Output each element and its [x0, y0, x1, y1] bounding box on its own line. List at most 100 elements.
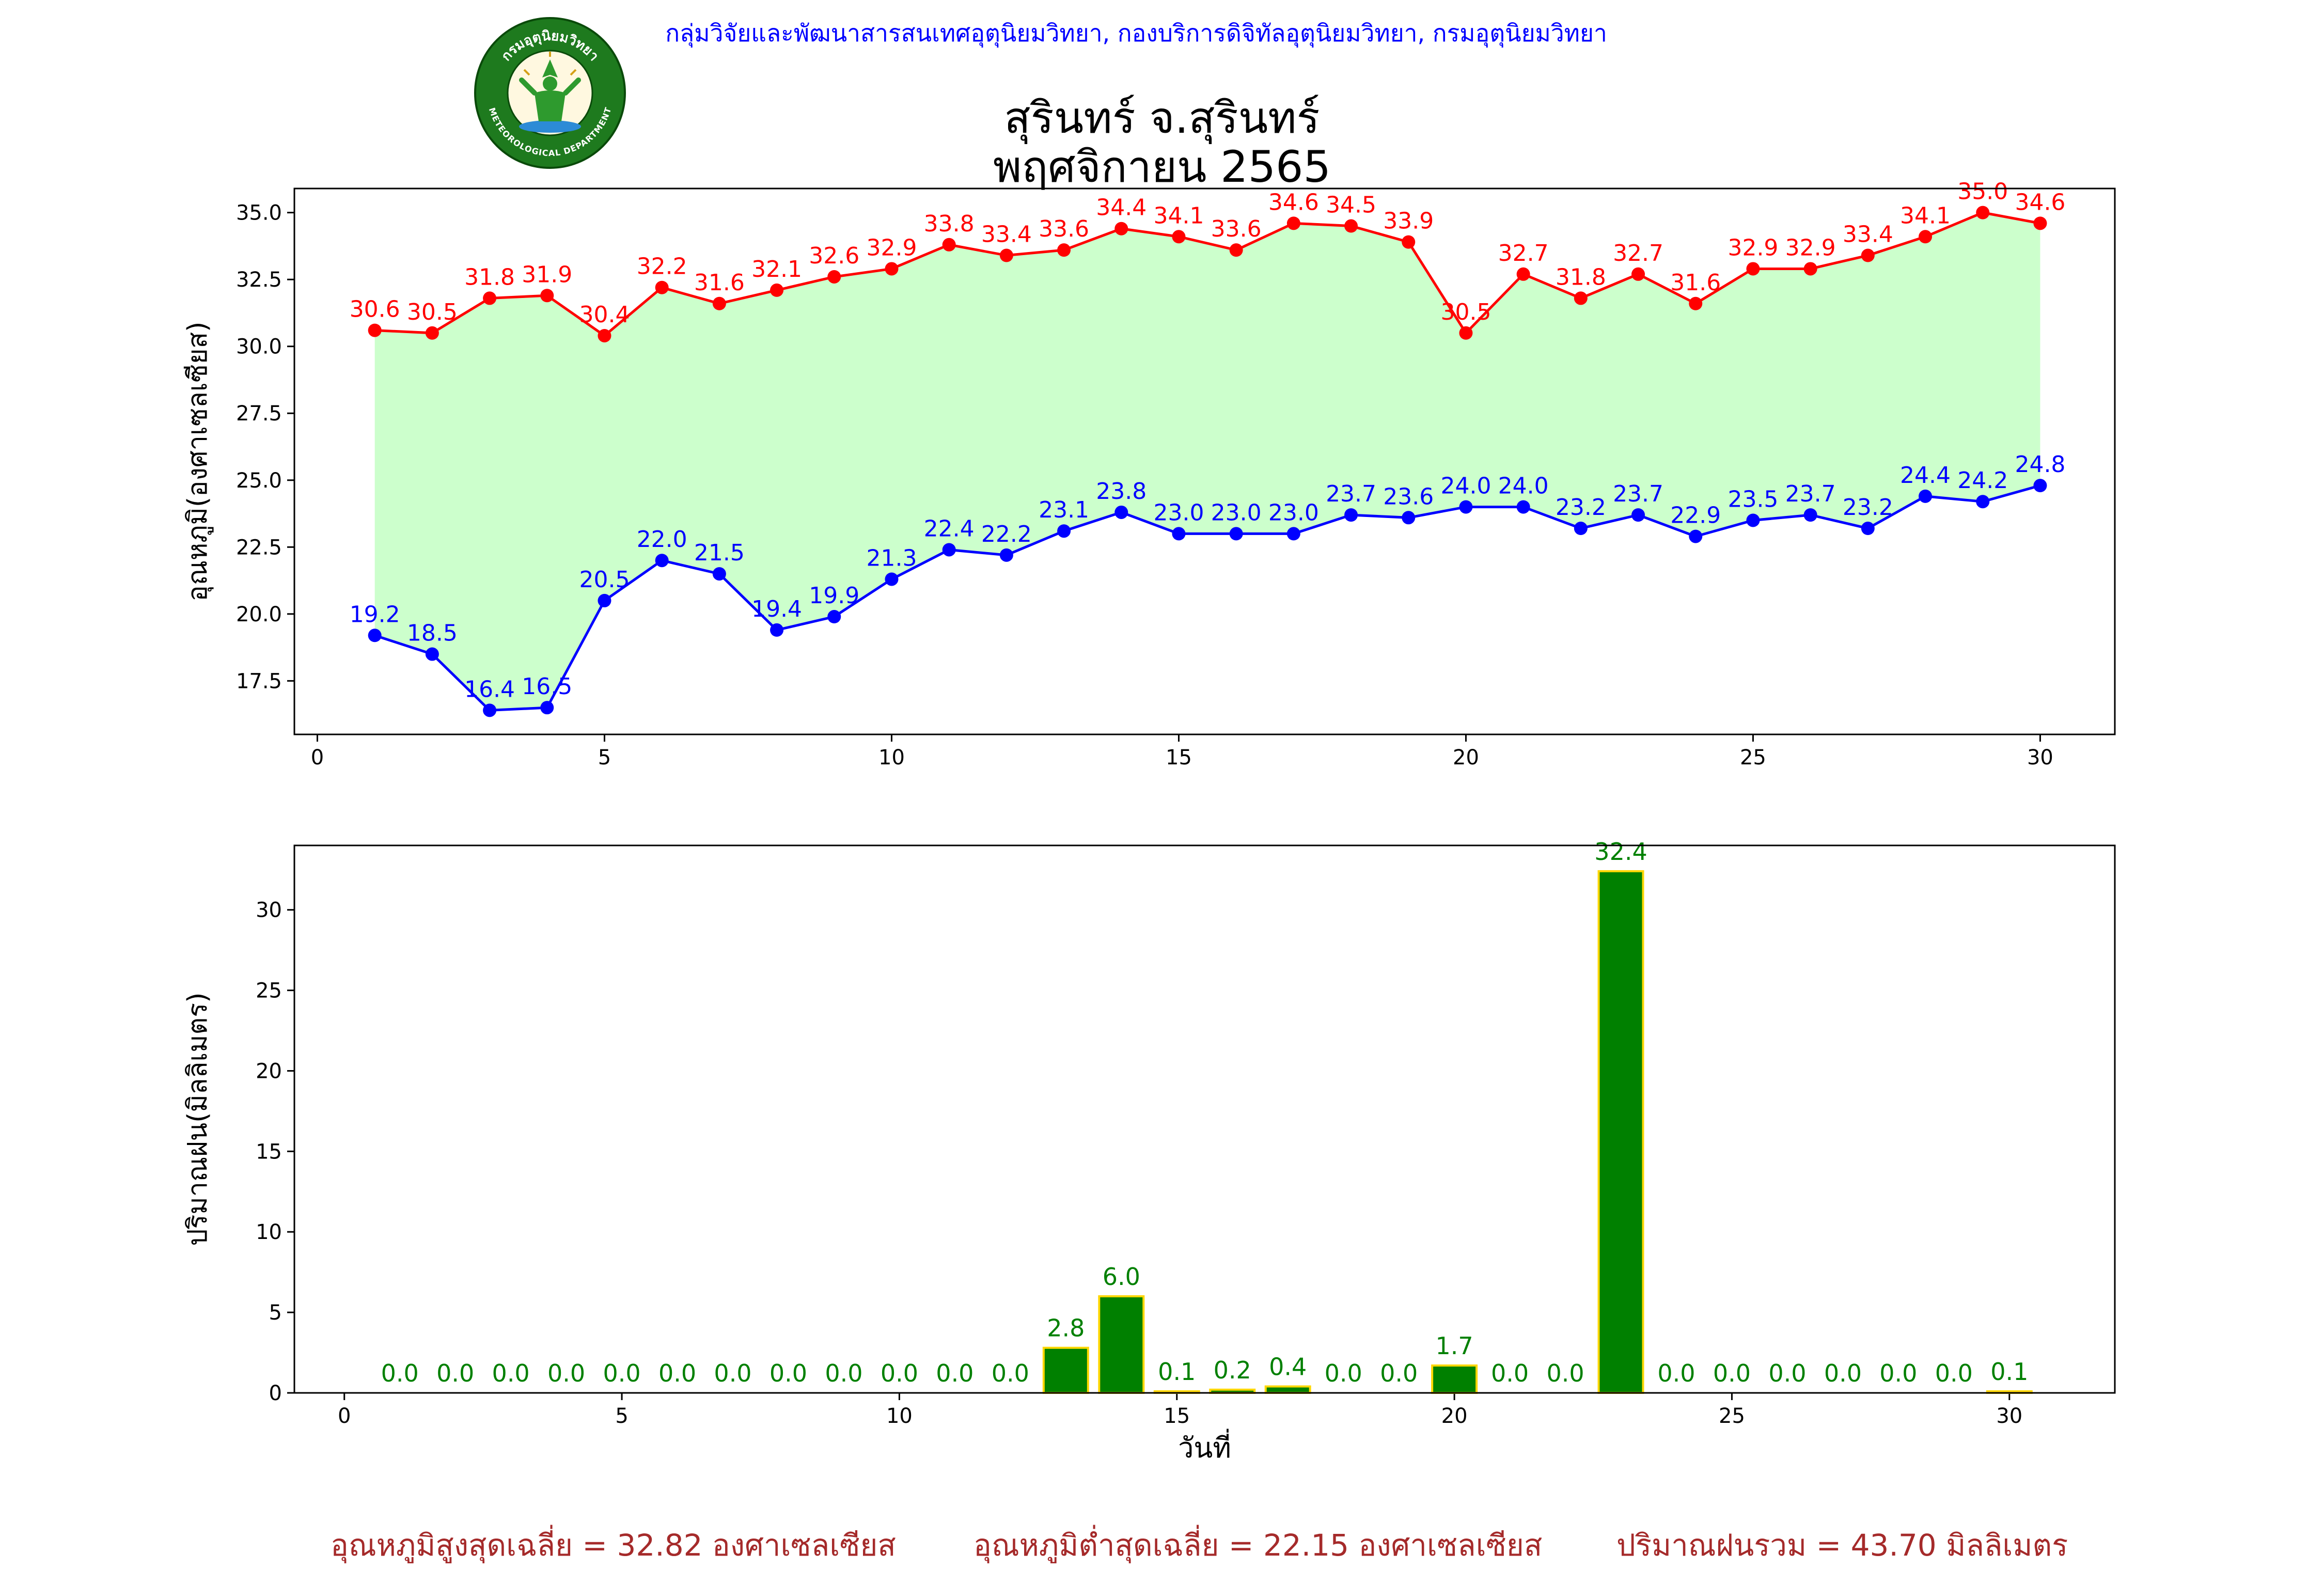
- rain-data-label: 0.0: [658, 1359, 696, 1387]
- min-temp-data-label: 23.0: [1268, 499, 1319, 526]
- max-temp-data-label: 30.5: [407, 299, 458, 325]
- max-temp-point: [1689, 296, 1703, 310]
- max-temp-data-label: 32.7: [1498, 240, 1549, 266]
- rain-data-label: 2.8: [1047, 1314, 1085, 1342]
- max-temp-data-label: 35.0: [1957, 179, 2008, 205]
- avg-min-temp-text: อุณหภูมิต่ำสุดเฉลี่ย = 22.15 องศาเซลเซีย…: [973, 1528, 1543, 1563]
- min-temp-data-label: 23.7: [1613, 481, 1663, 507]
- min-temp-point: [1746, 513, 1760, 527]
- min-temp-point: [1919, 489, 1933, 503]
- rain-ytick-label: 25: [256, 979, 282, 1003]
- min-temp-data-label: 24.4: [1900, 462, 1951, 489]
- rain-data-label: 0.0: [825, 1359, 862, 1387]
- rain-ylabel: ปริมาณฝน(มิลลิเมตร): [182, 992, 213, 1246]
- max-temp-data-label: 31.6: [1670, 270, 1721, 296]
- min-temp-point: [1803, 508, 1817, 522]
- source-caption: กลุ่มวิจัยและพัฒนาสารสนเทศอุตุนิยมวิทยา,…: [665, 19, 1607, 47]
- min-temp-data-label: 16.4: [464, 676, 515, 702]
- rain-data-label: 0.0: [1824, 1359, 1862, 1387]
- max-temp-point: [1976, 206, 1990, 219]
- rain-data-label: 0.0: [1491, 1359, 1529, 1387]
- rain-data-label: 0.1: [1158, 1358, 1196, 1386]
- max-temp-data-label: 31.9: [522, 261, 572, 288]
- rain-data-label: 0.0: [770, 1359, 807, 1387]
- max-temp-data-label: 34.6: [2015, 189, 2065, 215]
- max-temp-point: [598, 328, 611, 342]
- rain-bar: [1597, 870, 1644, 1394]
- temp-range-fill: [374, 212, 2040, 711]
- max-temp-data-label: 31.8: [1556, 264, 1606, 290]
- max-temp-point: [1286, 216, 1300, 230]
- min-temp-data-label: 16.5: [522, 673, 572, 700]
- min-temp-data-label: 18.5: [407, 620, 458, 647]
- min-temp-point: [1286, 527, 1300, 541]
- rain-data-label: 6.0: [1103, 1263, 1140, 1291]
- temp-xtick-label: 0: [311, 746, 324, 770]
- max-temp-data-label: 33.8: [924, 211, 975, 237]
- max-temp-point: [827, 270, 841, 284]
- rain-data-label: 0.0: [436, 1359, 474, 1387]
- min-temp-data-label: 21.3: [866, 545, 917, 571]
- temp-ytick-label: 17.5: [236, 669, 282, 693]
- rain-data-label: 0.0: [1935, 1359, 1973, 1387]
- min-temp-point: [999, 548, 1013, 562]
- temp-frame: [293, 187, 2116, 735]
- max-temp-data-label: 34.1: [1153, 202, 1204, 229]
- rain-xtick-label: 5: [615, 1404, 628, 1428]
- min-temp-point: [1057, 524, 1071, 538]
- max-temp-data-label: 32.9: [1728, 234, 1778, 261]
- temp-ytick-label: 32.5: [236, 268, 282, 292]
- min-temp-point: [368, 629, 382, 642]
- temp-xtick-label: 20: [1453, 746, 1479, 770]
- min-temp-data-label: 24.8: [2015, 451, 2065, 478]
- rain-data-label: 0.0: [992, 1359, 1029, 1387]
- rain-frame: [293, 844, 2116, 1394]
- max-temp-data-label: 31.8: [464, 264, 515, 290]
- max-temp-data-label: 34.1: [1900, 202, 1951, 229]
- rain-data-label: 0.0: [1380, 1359, 1418, 1387]
- max-temp-data-label: 33.6: [1211, 216, 1262, 242]
- min-temp-point: [540, 701, 554, 715]
- rain-data-label: 0.0: [603, 1359, 640, 1387]
- rain-xtick-label: 25: [1719, 1404, 1745, 1428]
- temp-ytick-label: 25.0: [236, 469, 282, 493]
- min-temp-point: [770, 623, 784, 637]
- footer-stats: อุณหภูมิสูงสุดเฉลี่ย = 32.82 องศาเซลเซีย…: [0, 1521, 2324, 1563]
- temp-ytick-label: 20.0: [236, 603, 282, 626]
- temp-ytick-label: 30.0: [236, 335, 282, 359]
- max-temp-line: [374, 211, 2040, 338]
- min-temp-point: [885, 572, 899, 586]
- max-temp-data-label: 30.4: [579, 302, 630, 328]
- rain-data-label: 0.0: [492, 1359, 530, 1387]
- max-temp-data-label: 32.2: [637, 254, 687, 280]
- min-temp-data-label: 23.0: [1153, 499, 1204, 526]
- max-temp-point: [1402, 235, 1416, 249]
- max-temp-point: [1057, 243, 1071, 257]
- max-temp-point: [540, 289, 554, 303]
- max-temp-point: [1631, 267, 1645, 281]
- rain-bar: [1042, 1346, 1089, 1394]
- min-temp-point: [483, 703, 497, 717]
- chart-title: สุรินทร์ จ.สุรินทร์: [1004, 92, 1320, 143]
- min-temp-data-label: 23.2: [1843, 494, 1893, 521]
- rain-data-label: 0.0: [1879, 1359, 1917, 1387]
- min-temp-data-label: 23.1: [1039, 497, 1089, 523]
- rain-bar: [1098, 1295, 1145, 1394]
- rain-data-label: 0.0: [1713, 1359, 1751, 1387]
- max-temp-point: [942, 238, 956, 252]
- min-temp-point: [1516, 500, 1530, 514]
- max-temp-point: [2033, 216, 2047, 230]
- rain-ytick-label: 0: [269, 1382, 282, 1405]
- min-temp-point: [425, 647, 439, 661]
- rain-data-label: 0.0: [547, 1359, 585, 1387]
- max-temp-point: [1229, 243, 1243, 257]
- max-temp-data-label: 34.6: [1268, 189, 1319, 215]
- temp-ytick-label: 22.5: [236, 536, 282, 559]
- max-temp-data-label: 32.9: [1785, 234, 1836, 261]
- min-temp-point: [712, 567, 726, 581]
- rain-data-label: 0.0: [1325, 1359, 1362, 1387]
- max-temp-point: [1803, 262, 1817, 276]
- min-temp-data-label: 22.2: [981, 521, 1032, 547]
- rain-data-label: 0.0: [1768, 1359, 1806, 1387]
- min-temp-data-label: 23.2: [1556, 494, 1606, 521]
